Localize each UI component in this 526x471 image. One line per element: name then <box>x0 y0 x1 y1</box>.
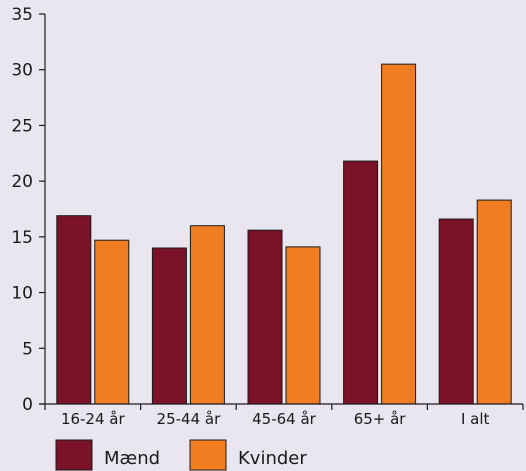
y-tick-label: 30 <box>11 61 33 81</box>
legend-swatch-maend <box>56 440 92 470</box>
x-tick-label: 25-44 år <box>157 410 222 428</box>
y-tick-label: 10 <box>11 284 33 304</box>
x-axis-labels: 16-24 år 25-44 år 45-64 år 65+ år I alt <box>61 404 523 428</box>
y-tick-label: 15 <box>11 228 33 248</box>
bar-maend <box>57 216 91 404</box>
y-tick-label: 20 <box>11 172 33 192</box>
bar-kvinder <box>477 200 511 404</box>
legend: Mænd Kvinder <box>56 440 307 470</box>
y-axis-ticks: 0 5 10 15 20 25 30 35 <box>11 5 45 415</box>
bar-maend <box>344 161 378 404</box>
y-tick-label: 35 <box>11 5 33 25</box>
x-tick-label: I alt <box>461 410 490 428</box>
bar-kvinder <box>95 240 129 404</box>
bar-maend <box>439 219 473 404</box>
y-tick-label: 0 <box>22 395 33 415</box>
legend-label-maend: Mænd <box>104 448 160 469</box>
x-tick-label: 45-64 år <box>252 410 317 428</box>
legend-label-kvinder: Kvinder <box>238 448 307 469</box>
x-tick-label: 16-24 år <box>61 410 126 428</box>
x-tick-label: 65+ år <box>354 410 407 428</box>
bar-maend <box>248 230 282 404</box>
legend-swatch-kvinder <box>190 440 226 470</box>
bar-kvinder <box>286 247 320 404</box>
y-tick-label: 5 <box>22 339 33 359</box>
bar-kvinder <box>190 226 224 404</box>
bar-maend <box>152 248 186 404</box>
bar-kvinder <box>382 64 416 404</box>
bars <box>57 64 511 404</box>
y-tick-label: 25 <box>11 116 33 136</box>
